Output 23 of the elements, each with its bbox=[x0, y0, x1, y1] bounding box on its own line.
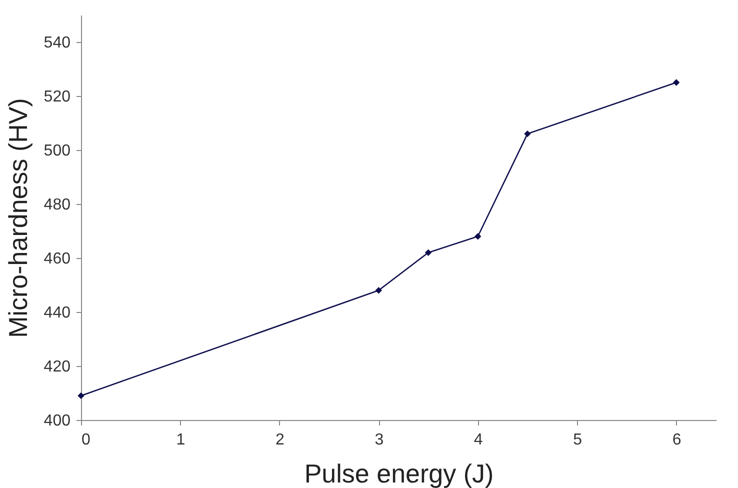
point bbox=[524, 130, 531, 138]
point bbox=[78, 392, 84, 400]
point bbox=[375, 287, 382, 294]
x-tick-label: 1 bbox=[176, 432, 186, 448]
point bbox=[424, 249, 432, 256]
x-tick-label: 2 bbox=[275, 432, 284, 448]
y-tick-label: 460 bbox=[44, 250, 71, 268]
point bbox=[672, 79, 680, 86]
x-tick-label: 0 bbox=[82, 432, 90, 448]
y-tick-label: 500 bbox=[44, 142, 71, 160]
x-tick-label: 4 bbox=[474, 432, 483, 448]
point bbox=[474, 233, 482, 240]
y-tick-label: 520 bbox=[44, 88, 71, 106]
y-tick-label: 400 bbox=[44, 412, 71, 430]
x-tick-label: 3 bbox=[374, 432, 384, 448]
y-axis-title: Micro-hardness (HV) bbox=[2, 98, 33, 338]
y-tick-label: 420 bbox=[44, 358, 71, 376]
x-tick-label: 6 bbox=[672, 432, 682, 448]
y-tick-label: 440 bbox=[44, 304, 71, 322]
y-tick-label: 480 bbox=[44, 196, 71, 214]
y-tick-label: 540 bbox=[44, 34, 71, 52]
x-axis-title: Pulse energy (J) bbox=[304, 458, 494, 488]
x-tick-label: 5 bbox=[573, 432, 582, 448]
